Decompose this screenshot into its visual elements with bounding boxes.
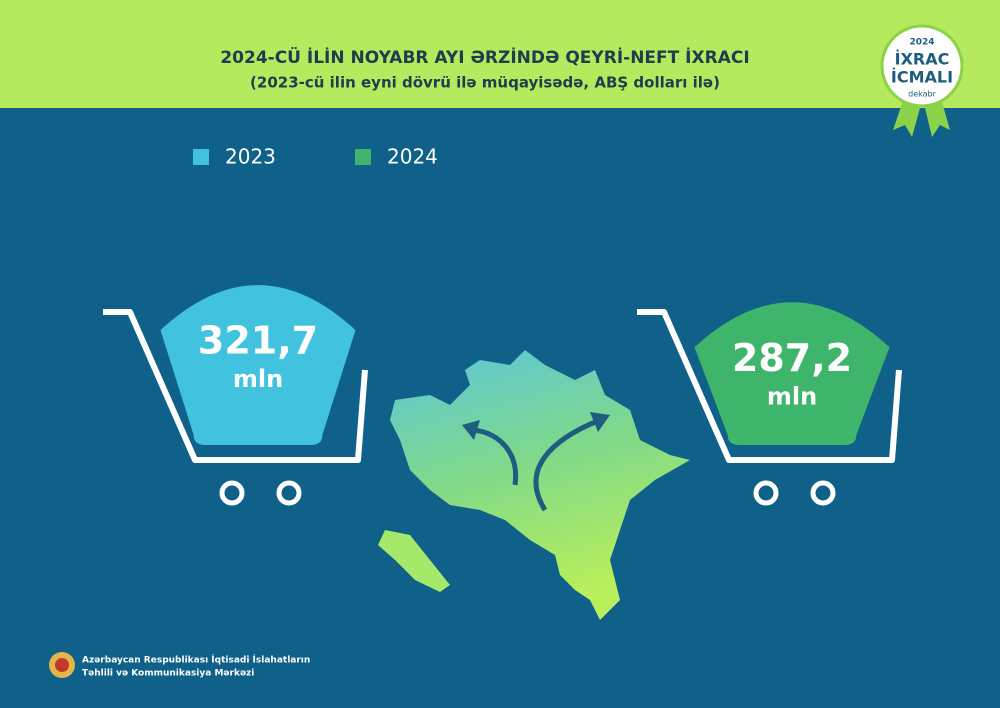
value-label: 321,7 <box>198 319 318 363</box>
badge-line: İXRAC <box>895 50 950 69</box>
footer-text: Təhlili və Kommunikasiya Mərkəzi <box>82 669 254 679</box>
basket-fill <box>160 285 356 445</box>
legend-swatch <box>193 149 209 165</box>
badge-line: İCMALI <box>891 68 953 87</box>
header-band <box>0 0 1000 108</box>
value-label: 287,2 <box>732 336 852 380</box>
unit-label: mln <box>233 365 283 393</box>
badge-month: dekabr <box>908 90 936 99</box>
footer: Azərbaycan Respublikası İqtisadi İslahat… <box>49 652 310 679</box>
cart-wheel <box>219 480 245 506</box>
title: 2024-CÜ İLİN NOYABR AYI ƏRZİNDƏ QEYRİ-NE… <box>220 46 749 68</box>
basket-fill <box>694 302 890 445</box>
unit-label: mln <box>767 382 817 410</box>
legend-label: 2024 <box>387 145 438 169</box>
footer-text: Azərbaycan Respublikası İqtisadi İslahat… <box>82 655 310 666</box>
subtitle: (2023-cü ilin eyni dövrü ilə müqayisədə,… <box>250 74 720 92</box>
badge: 2024 İXRAC İCMALI dekabr <box>880 24 964 137</box>
legend-swatch <box>355 149 371 165</box>
legend-label: 2023 <box>225 145 276 169</box>
cart-frame <box>103 309 368 463</box>
cart-wheel <box>753 480 779 506</box>
cart-frame <box>637 309 902 463</box>
cart-wheel <box>810 480 836 506</box>
map <box>378 350 690 620</box>
badge-year: 2024 <box>909 38 934 48</box>
cart-wheel <box>276 480 302 506</box>
